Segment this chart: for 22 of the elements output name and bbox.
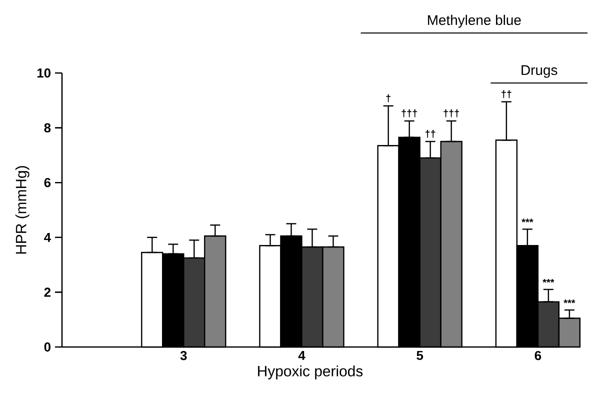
x-tick-label: 3: [180, 350, 187, 360]
text: Methylene blue: [428, 14, 521, 28]
annotation: ***: [522, 218, 534, 222]
annotation: ***: [542, 278, 554, 283]
annotation: †††: [444, 109, 459, 118]
annotation: †: [386, 94, 390, 102]
text: ***: [564, 300, 576, 304]
y-tick-label: 6: [44, 178, 51, 188]
x-tick-label: 4: [298, 350, 306, 360]
y-tick-label: 0: [44, 342, 50, 352]
y-axis-title: HPR (mmHg): [15, 166, 30, 254]
y-tick-label: 8: [44, 123, 51, 132]
y-tick-label: 10: [37, 68, 50, 78]
x-tick-label: 5: [416, 350, 424, 360]
annotation: ††: [425, 130, 436, 138]
y-tick-label: 2: [44, 288, 51, 297]
x-axis-title: Hypoxic periods: [258, 365, 363, 380]
x-tick-label: 6: [534, 350, 542, 360]
annotation: Drugs: [522, 65, 558, 78]
annotation: ††: [502, 90, 512, 98]
annotation: †††: [402, 109, 417, 118]
y-tick-label: 4: [44, 232, 51, 242]
